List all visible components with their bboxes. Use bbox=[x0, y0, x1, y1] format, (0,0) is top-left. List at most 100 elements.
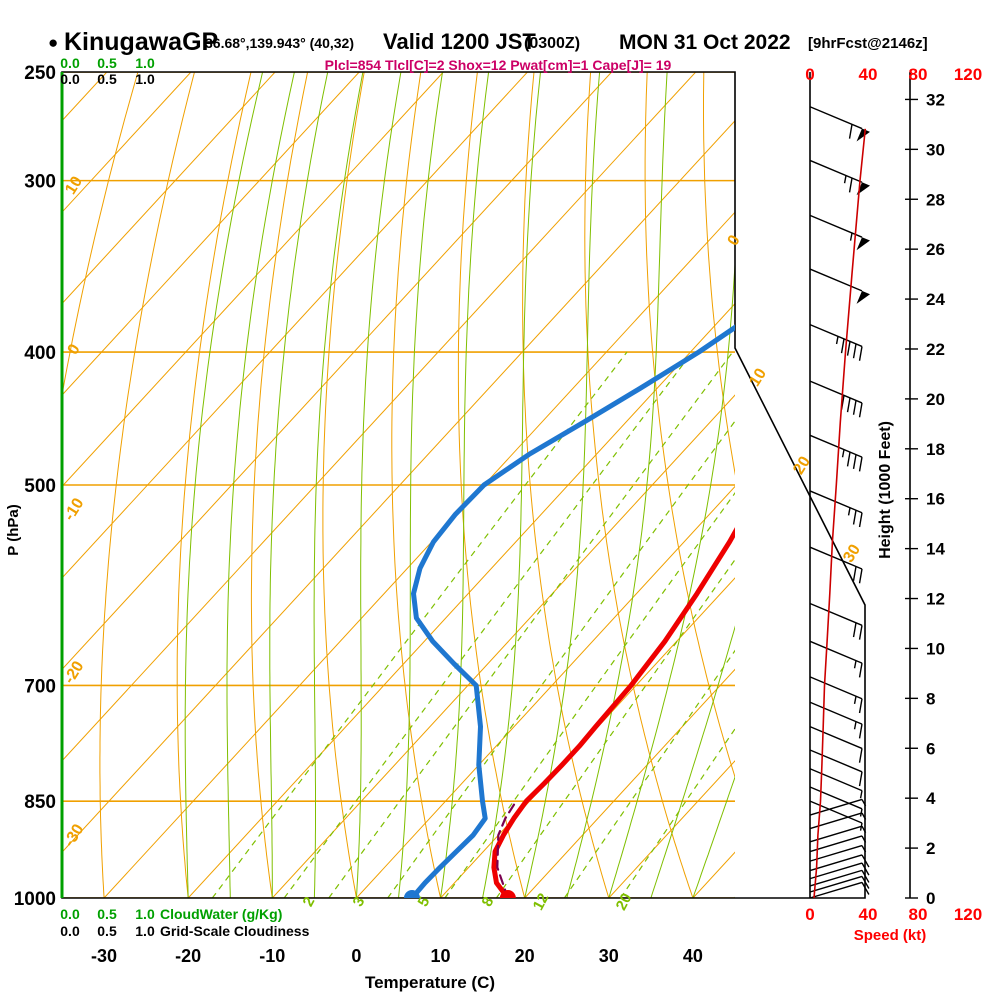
height-tick-label: 2 bbox=[926, 839, 935, 858]
cloudiness-tick-top: 0.5 bbox=[97, 71, 117, 87]
temperature-tick-label: 30 bbox=[599, 946, 619, 966]
mixing-ratio-label: 12 bbox=[530, 891, 553, 914]
pressure-axis: 250 300 400 500 700 850 1000 P (hPa) bbox=[5, 63, 56, 910]
dry-adiabat-line bbox=[760, 72, 945, 898]
wind-barb bbox=[809, 875, 870, 893]
moist-adiabat-line bbox=[313, 72, 364, 898]
isotherm-line bbox=[62, 120, 735, 854]
isotherm-line bbox=[62, 72, 192, 213]
temperature-tick-label: -30 bbox=[91, 946, 117, 966]
isotherm-label-left: -10 bbox=[61, 495, 88, 524]
moist-adiabat-line bbox=[184, 72, 264, 898]
cloudiness-tick-bottom: 0.5 bbox=[97, 923, 117, 939]
cloudiness-scale-label: Grid-Scale Cloudiness bbox=[160, 923, 310, 939]
height-tick-label: 28 bbox=[926, 190, 945, 209]
dry-adiabat-line bbox=[703, 72, 735, 476]
height-tick-label: 10 bbox=[926, 639, 945, 658]
dry-adiabat-line bbox=[62, 72, 139, 398]
dry-adiabat-line bbox=[584, 72, 694, 898]
wind-barb bbox=[809, 214, 870, 251]
height-tick-label: 8 bbox=[926, 689, 935, 708]
sounding-parameters: Plcl=854 Tlcl[C]=2 Shox=12 Pwat[cm]=1 Ca… bbox=[325, 57, 672, 73]
wind-barb bbox=[809, 268, 870, 304]
pressure-tick-label: 700 bbox=[24, 676, 56, 697]
valid-time: Valid 1200 JST bbox=[383, 29, 536, 54]
dry-adiabat-line bbox=[250, 72, 309, 898]
isotherm-line bbox=[271, 394, 735, 898]
temperature-axis-label: Temperature (C) bbox=[365, 973, 495, 992]
wind-barb bbox=[809, 869, 870, 887]
speed-tick-label-bottom: 120 bbox=[954, 905, 982, 924]
wind-barb bbox=[809, 725, 863, 763]
wind-barb bbox=[809, 434, 863, 472]
forecast-tag: [9hrFcst@2146z] bbox=[808, 35, 928, 52]
cloudiness-tick-top: 1.0 bbox=[135, 71, 155, 87]
cloudiness-tick-bottom: 0.0 bbox=[60, 923, 80, 939]
moist-adiabat-line bbox=[226, 72, 295, 898]
speed-tick-label-top: 40 bbox=[859, 65, 878, 84]
moist-adiabat-line bbox=[355, 72, 402, 898]
dry-adiabat-line bbox=[391, 72, 442, 898]
temperature-axis: -30 -20 -10 0 10 20 30 40 Temperature (C) bbox=[91, 946, 703, 992]
temperature-tick-label: -10 bbox=[259, 946, 285, 966]
height-tick-label: 20 bbox=[926, 390, 945, 409]
cloudiness-tick-top: 0.0 bbox=[60, 71, 80, 87]
mixing-ratio-labels: 2 3 5 8 12 20 bbox=[300, 891, 636, 914]
speed-axis-label: Speed (kt) bbox=[854, 927, 927, 944]
wind-barb bbox=[809, 106, 870, 142]
valid-time-utc: (0300Z) bbox=[524, 35, 580, 52]
grid-lines bbox=[62, 72, 1000, 898]
wind-barb bbox=[809, 749, 863, 787]
mixing-ratio-line bbox=[563, 649, 735, 898]
station-name: KinugawaGP bbox=[64, 28, 218, 56]
moist-adiabat-line bbox=[692, 775, 735, 898]
isotherm-label-left: -30 bbox=[61, 821, 88, 850]
pressure-tick-label: 250 bbox=[24, 63, 56, 84]
isotherm-line bbox=[692, 851, 735, 898]
isotherm-line bbox=[62, 72, 276, 305]
speed-tick-label-bottom: 0 bbox=[805, 905, 814, 924]
wind-barb bbox=[809, 825, 867, 843]
cloudwater-tick-bottom: 0.0 bbox=[60, 906, 80, 922]
isotherm-line bbox=[356, 485, 735, 898]
wind-barb bbox=[809, 881, 870, 899]
pressure-axis-label: P (hPa) bbox=[5, 504, 22, 555]
isotherm-label-left: -20 bbox=[61, 658, 88, 687]
height-tick-label: 4 bbox=[926, 789, 936, 808]
height-tick-label: 0 bbox=[926, 889, 935, 908]
isotherm-line bbox=[62, 72, 528, 579]
cloudwater-tick-top: 0.0 bbox=[60, 55, 80, 71]
height-tick-label: 14 bbox=[926, 540, 945, 559]
mixing-ratio-line bbox=[211, 351, 628, 898]
wind-barb bbox=[809, 798, 867, 816]
cloudwater-tick-bottom: 1.0 bbox=[135, 906, 155, 922]
station-marker-icon: ● bbox=[48, 33, 58, 52]
mixing-ratio-label: 20 bbox=[613, 891, 636, 914]
wind-barb bbox=[809, 701, 863, 739]
mixing-ratio-label: 2 bbox=[300, 894, 319, 909]
mixing-ratio-line bbox=[387, 420, 735, 898]
isotherm-label-left: 0 bbox=[65, 341, 84, 358]
isotherm-label-right: 30 bbox=[840, 541, 864, 565]
profile-curve-dewpoint bbox=[409, 324, 735, 898]
isotherm-label-right: 10 bbox=[746, 365, 770, 389]
surface-dewpoint-dot bbox=[403, 890, 420, 898]
height-tick-label: 18 bbox=[926, 440, 945, 459]
dry-adiabat-line bbox=[99, 72, 195, 898]
dry-adiabat-line bbox=[817, 72, 1000, 898]
moist-adiabat-line bbox=[608, 256, 735, 898]
isotherm-line bbox=[62, 72, 360, 396]
temperature-tick-label: 20 bbox=[515, 946, 535, 966]
isotherm-label-left: 10 bbox=[62, 173, 86, 197]
mixing-ratio-label: 8 bbox=[479, 894, 498, 909]
wind-barb bbox=[809, 768, 863, 799]
temperature-tick-label: 0 bbox=[351, 946, 361, 966]
cloudiness-tick-bottom: 1.0 bbox=[135, 923, 155, 939]
cloudwater-tick-top: 1.0 bbox=[135, 55, 155, 71]
pressure-tick-label: 850 bbox=[24, 792, 56, 813]
height-tick-label: 22 bbox=[926, 340, 945, 359]
